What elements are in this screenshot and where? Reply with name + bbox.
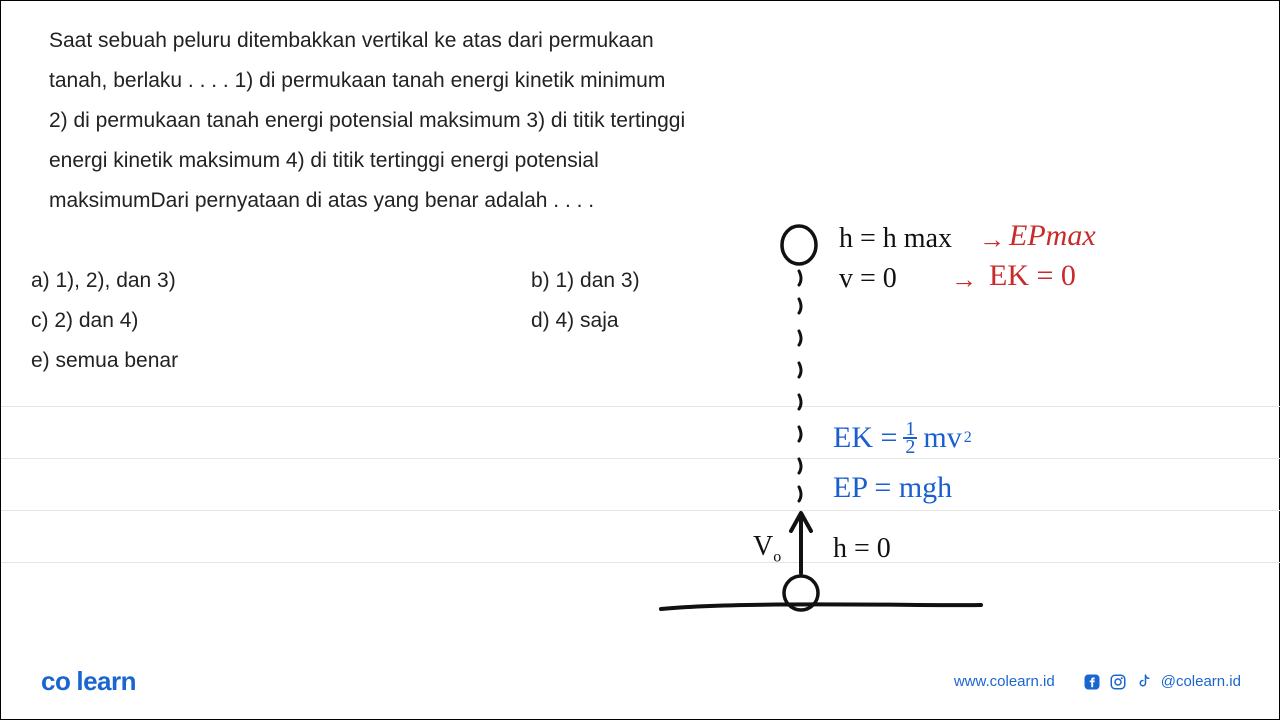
label-h0: h = 0 — [833, 533, 891, 565]
option-d: d) 4) saja — [531, 309, 731, 333]
question-text: Saat sebuah peluru ditembakkan vertikal … — [49, 21, 689, 220]
ruled-lines — [1, 406, 1280, 614]
option-c: c) 2) dan 4) — [31, 309, 531, 333]
facebook-icon — [1083, 673, 1101, 691]
arrow-ep: → — [979, 225, 1005, 255]
option-a: a) 1), 2), dan 3) — [31, 269, 531, 293]
options-block: a) 1), 2), dan 3) b) 1) dan 3) c) 2) dan… — [31, 269, 731, 389]
label-epmax: EPmax — [1009, 219, 1096, 253]
logo: colearn — [41, 666, 136, 697]
instagram-icon — [1109, 673, 1127, 691]
social-block: @colearn.id — [1083, 673, 1241, 691]
label-vo: Vo — [753, 531, 781, 567]
label-ep-formula: EP = mgh — [833, 471, 952, 505]
option-b: b) 1) dan 3) — [531, 269, 731, 293]
label-v0: v = 0 — [839, 263, 897, 295]
label-ek-formula: EK = 1 2 mv2 — [833, 421, 972, 455]
option-e: e) semua benar — [31, 349, 531, 373]
footer-url: www.colearn.id — [954, 673, 1055, 690]
tiktok-icon — [1135, 673, 1153, 691]
label-h-hmax: h = h max — [839, 223, 952, 255]
label-ek0: EK = 0 — [989, 259, 1076, 293]
footer: colearn www.colearn.id @colearn.id — [1, 666, 1280, 697]
social-handle: @colearn.id — [1161, 673, 1241, 690]
arrow-ek: → — [951, 265, 977, 295]
